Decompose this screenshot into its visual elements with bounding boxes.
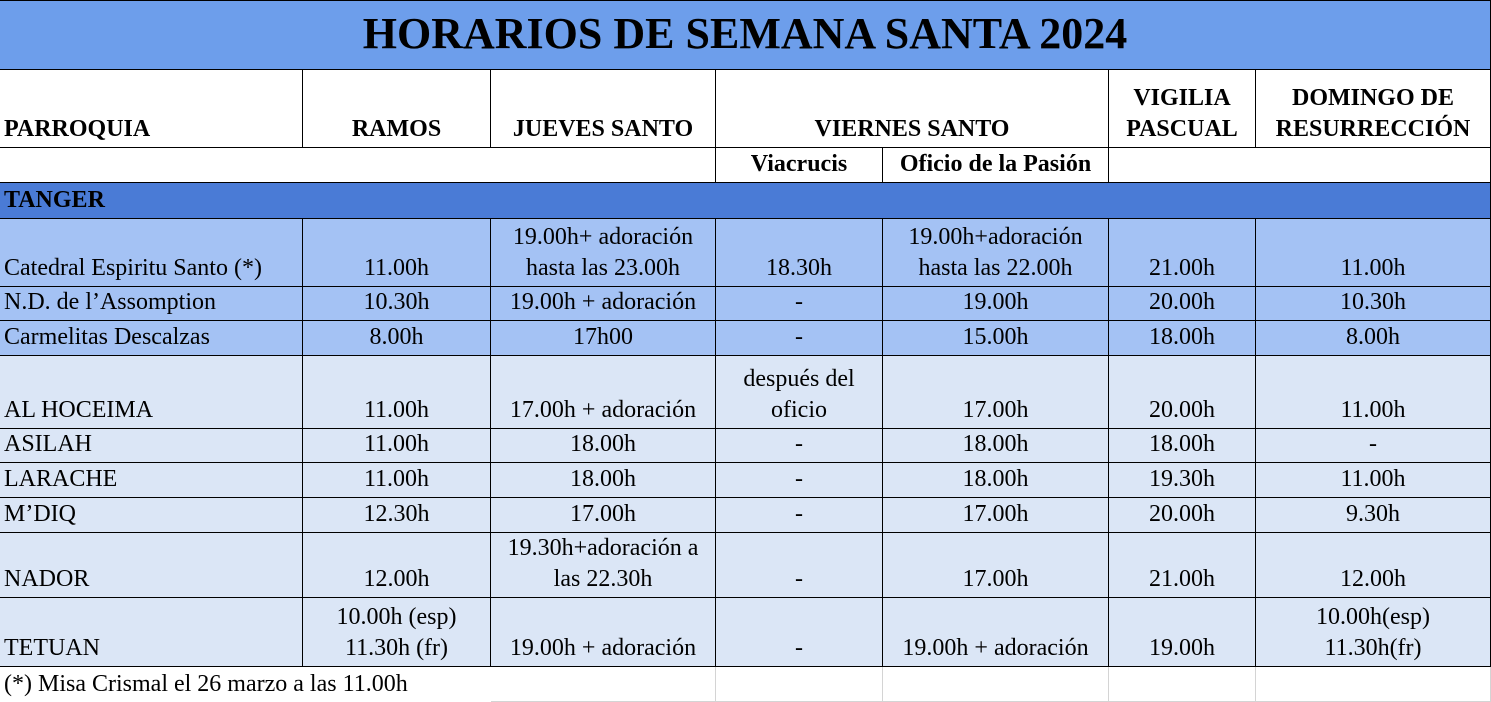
schedule-cell: 18.00h: [883, 429, 1109, 463]
schedule-cell: -: [1256, 429, 1491, 463]
column-header: PARROQUIA: [0, 70, 303, 148]
empty-cell: [716, 667, 883, 702]
schedule-cell: 11.00h: [303, 356, 491, 429]
schedule-cell: 20.00h: [1109, 287, 1256, 321]
column-header: JUEVES SANTO: [491, 70, 716, 148]
column-header: VIERNES SANTO: [716, 70, 1109, 148]
parish-name: NADOR: [0, 533, 303, 598]
empty-cell: [883, 667, 1109, 702]
schedule-cell: -: [716, 429, 883, 463]
empty-cell: [1109, 667, 1256, 702]
parish-name: Carmelitas Descalzas: [0, 321, 303, 356]
footnote: (*) Misa Crismal el 26 marzo a las 11.00…: [0, 667, 491, 702]
sheet-title: HORARIOS DE SEMANA SANTA 2024: [0, 0, 1491, 70]
schedule-cell: 11.00h: [303, 463, 491, 498]
empty-cell: [1256, 667, 1491, 702]
schedule-cell: -: [716, 498, 883, 533]
empty-cell: [491, 667, 716, 702]
schedule-cell: -: [716, 287, 883, 321]
parish-name: AL HOCEIMA: [0, 356, 303, 429]
column-header: RAMOS: [303, 70, 491, 148]
schedule-cell: 17.00h: [491, 498, 716, 533]
schedule-cell: 11.00h: [303, 429, 491, 463]
schedule-cell: 18.00h: [883, 463, 1109, 498]
schedule-cell: 18.30h: [716, 219, 883, 287]
schedule-cell: 11.00h: [1256, 219, 1491, 287]
column-header: VIGILIA PASCUAL: [1109, 70, 1256, 148]
parish-name: N.D. de l’Assomption: [0, 287, 303, 321]
sub-header: Oficio de la Pasión: [883, 148, 1109, 183]
schedule-cell: 21.00h: [1109, 533, 1256, 598]
schedule-cell: 18.00h: [491, 429, 716, 463]
schedule-cell: 10.00h(esp) 11.30h(fr): [1256, 598, 1491, 667]
schedule-cell: 12.00h: [1256, 533, 1491, 598]
parish-name: LARACHE: [0, 463, 303, 498]
schedule-cell: 8.00h: [1256, 321, 1491, 356]
schedule-cell: 19.00h+adoración hasta las 22.00h: [883, 219, 1109, 287]
group-label: TANGER: [0, 183, 1491, 219]
schedule-cell: 11.00h: [303, 219, 491, 287]
schedule-cell: 20.00h: [1109, 498, 1256, 533]
schedule-cell: 11.00h: [1256, 356, 1491, 429]
schedule-cell: 19.00h + adoración: [491, 287, 716, 321]
schedule-cell: -: [716, 321, 883, 356]
schedule-cell: 19.00h: [883, 287, 1109, 321]
column-header: DOMINGO DE RESURRECCIÓN: [1256, 70, 1491, 148]
empty-cell: [0, 148, 716, 183]
schedule-cell: 10.30h: [1256, 287, 1491, 321]
schedule-cell: 11.00h: [1256, 463, 1491, 498]
schedule-cell: 18.00h: [1109, 321, 1256, 356]
schedule-cell: 19.30h+adoración a las 22.30h: [491, 533, 716, 598]
sub-header: Viacrucis: [716, 148, 883, 183]
empty-cell: [1109, 148, 1491, 183]
schedule-cell: 17.00h: [883, 498, 1109, 533]
parish-name: TETUAN: [0, 598, 303, 667]
schedule-cell: 17.00h: [883, 533, 1109, 598]
schedule-cell: -: [716, 533, 883, 598]
schedule-cell: 18.00h: [491, 463, 716, 498]
schedule-cell: -: [716, 463, 883, 498]
schedule-cell: 17h00: [491, 321, 716, 356]
schedule-cell: 19.00h: [1109, 598, 1256, 667]
schedule-cell: 19.00h + adoración: [491, 598, 716, 667]
schedule-cell: 10.00h (esp) 11.30h (fr): [303, 598, 491, 667]
schedule-cell: 19.30h: [1109, 463, 1256, 498]
schedule-cell: 21.00h: [1109, 219, 1256, 287]
schedule-cell: 8.00h: [303, 321, 491, 356]
schedule-cell: 12.30h: [303, 498, 491, 533]
schedule-cell: 18.00h: [1109, 429, 1256, 463]
schedule-cell: 10.30h: [303, 287, 491, 321]
schedule-cell: 20.00h: [1109, 356, 1256, 429]
parish-name: ASILAH: [0, 429, 303, 463]
parish-name: M’DIQ: [0, 498, 303, 533]
schedule-cell: 12.00h: [303, 533, 491, 598]
schedule-cell: 15.00h: [883, 321, 1109, 356]
schedule-cell: 19.00h + adoración: [883, 598, 1109, 667]
schedule-cell: 17.00h: [883, 356, 1109, 429]
schedule-cell: después del oficio: [716, 356, 883, 429]
schedule-cell: 17.00h + adoración: [491, 356, 716, 429]
schedule-cell: 9.30h: [1256, 498, 1491, 533]
schedule-cell: 19.00h+ adoración hasta las 23.00h: [491, 219, 716, 287]
schedule-cell: -: [716, 598, 883, 667]
parish-name: Catedral Espiritu Santo (*): [0, 219, 303, 287]
